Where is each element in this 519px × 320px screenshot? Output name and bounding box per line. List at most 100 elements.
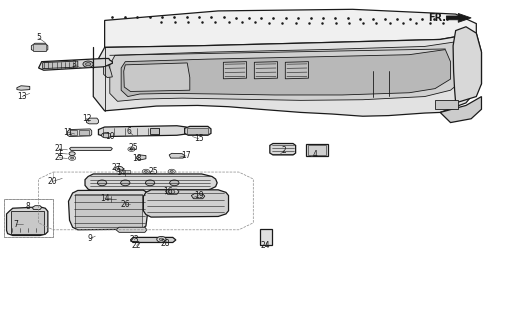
Polygon shape [70, 147, 113, 150]
Circle shape [168, 169, 175, 174]
Text: 6: 6 [127, 127, 132, 136]
Circle shape [102, 133, 110, 138]
Text: 23: 23 [130, 236, 140, 244]
Circle shape [69, 152, 75, 156]
Circle shape [170, 171, 173, 172]
Circle shape [86, 63, 91, 66]
Circle shape [83, 61, 93, 68]
Circle shape [169, 190, 175, 194]
Polygon shape [130, 237, 176, 243]
Text: 17: 17 [181, 151, 191, 160]
Text: 18: 18 [132, 154, 141, 163]
Text: 14: 14 [116, 168, 126, 177]
Bar [75, 194, 142, 227]
Circle shape [120, 180, 130, 186]
Text: 9: 9 [88, 234, 92, 243]
Bar [120, 170, 130, 176]
Polygon shape [136, 155, 146, 160]
Bar [260, 228, 272, 245]
Bar [306, 144, 327, 156]
Text: 4: 4 [313, 150, 318, 159]
Polygon shape [43, 61, 78, 69]
Polygon shape [185, 126, 211, 135]
Polygon shape [110, 41, 466, 101]
Text: 27: 27 [111, 164, 121, 172]
Text: 19: 19 [194, 191, 203, 200]
Polygon shape [38, 59, 113, 70]
Polygon shape [7, 207, 48, 236]
Polygon shape [254, 62, 278, 79]
Text: 21: 21 [54, 144, 64, 153]
Polygon shape [116, 227, 147, 232]
Bar [106, 196, 116, 202]
Text: 15: 15 [194, 134, 203, 143]
Text: 14: 14 [100, 194, 110, 203]
Text: 11: 11 [63, 128, 72, 137]
Circle shape [170, 180, 179, 186]
Polygon shape [121, 50, 450, 97]
Circle shape [71, 157, 74, 159]
Polygon shape [453, 27, 482, 103]
Polygon shape [32, 206, 42, 210]
Text: 16: 16 [163, 187, 172, 196]
Polygon shape [67, 129, 92, 137]
Text: 1: 1 [57, 149, 62, 158]
Polygon shape [104, 66, 113, 77]
Polygon shape [99, 126, 187, 137]
Circle shape [69, 156, 76, 160]
Bar [79, 130, 89, 135]
Text: 3: 3 [71, 60, 76, 69]
Text: 28: 28 [161, 239, 170, 248]
Polygon shape [31, 43, 48, 52]
Text: 2: 2 [282, 146, 286, 155]
Text: 12: 12 [82, 114, 91, 123]
Text: 13: 13 [17, 92, 27, 101]
Polygon shape [440, 97, 482, 123]
Bar [4, 199, 53, 237]
Text: 8: 8 [26, 203, 31, 212]
Circle shape [144, 171, 147, 172]
Text: FR.: FR. [429, 13, 446, 23]
Bar [187, 128, 208, 134]
Text: 25: 25 [149, 167, 158, 176]
Text: 5: 5 [36, 33, 41, 42]
Polygon shape [69, 190, 148, 230]
Bar [4, 199, 53, 237]
Polygon shape [285, 62, 308, 79]
Polygon shape [270, 143, 296, 155]
Polygon shape [93, 33, 482, 116]
Text: 20: 20 [47, 177, 57, 186]
Polygon shape [105, 9, 476, 47]
Text: 10: 10 [105, 132, 115, 141]
Polygon shape [143, 190, 228, 217]
Polygon shape [87, 118, 99, 124]
Bar [103, 133, 110, 137]
Polygon shape [169, 153, 185, 158]
Polygon shape [124, 63, 190, 92]
Circle shape [128, 147, 135, 151]
Circle shape [159, 238, 163, 241]
Circle shape [142, 169, 149, 174]
Text: 7: 7 [13, 220, 18, 228]
Polygon shape [166, 189, 179, 194]
Circle shape [145, 180, 155, 186]
Polygon shape [223, 62, 247, 79]
Bar [70, 130, 77, 135]
Bar [435, 100, 458, 109]
Circle shape [130, 148, 133, 150]
Circle shape [115, 166, 123, 172]
Polygon shape [17, 86, 30, 90]
Text: 25: 25 [54, 153, 64, 162]
Bar [11, 211, 44, 234]
Polygon shape [446, 13, 471, 22]
Circle shape [157, 236, 166, 242]
Circle shape [98, 180, 107, 186]
Bar [150, 128, 159, 134]
Text: 22: 22 [132, 241, 141, 250]
Bar [33, 44, 46, 51]
Text: 26: 26 [120, 200, 130, 209]
Polygon shape [192, 194, 205, 199]
Polygon shape [126, 201, 140, 206]
Text: 24: 24 [261, 241, 270, 250]
Polygon shape [85, 174, 217, 192]
